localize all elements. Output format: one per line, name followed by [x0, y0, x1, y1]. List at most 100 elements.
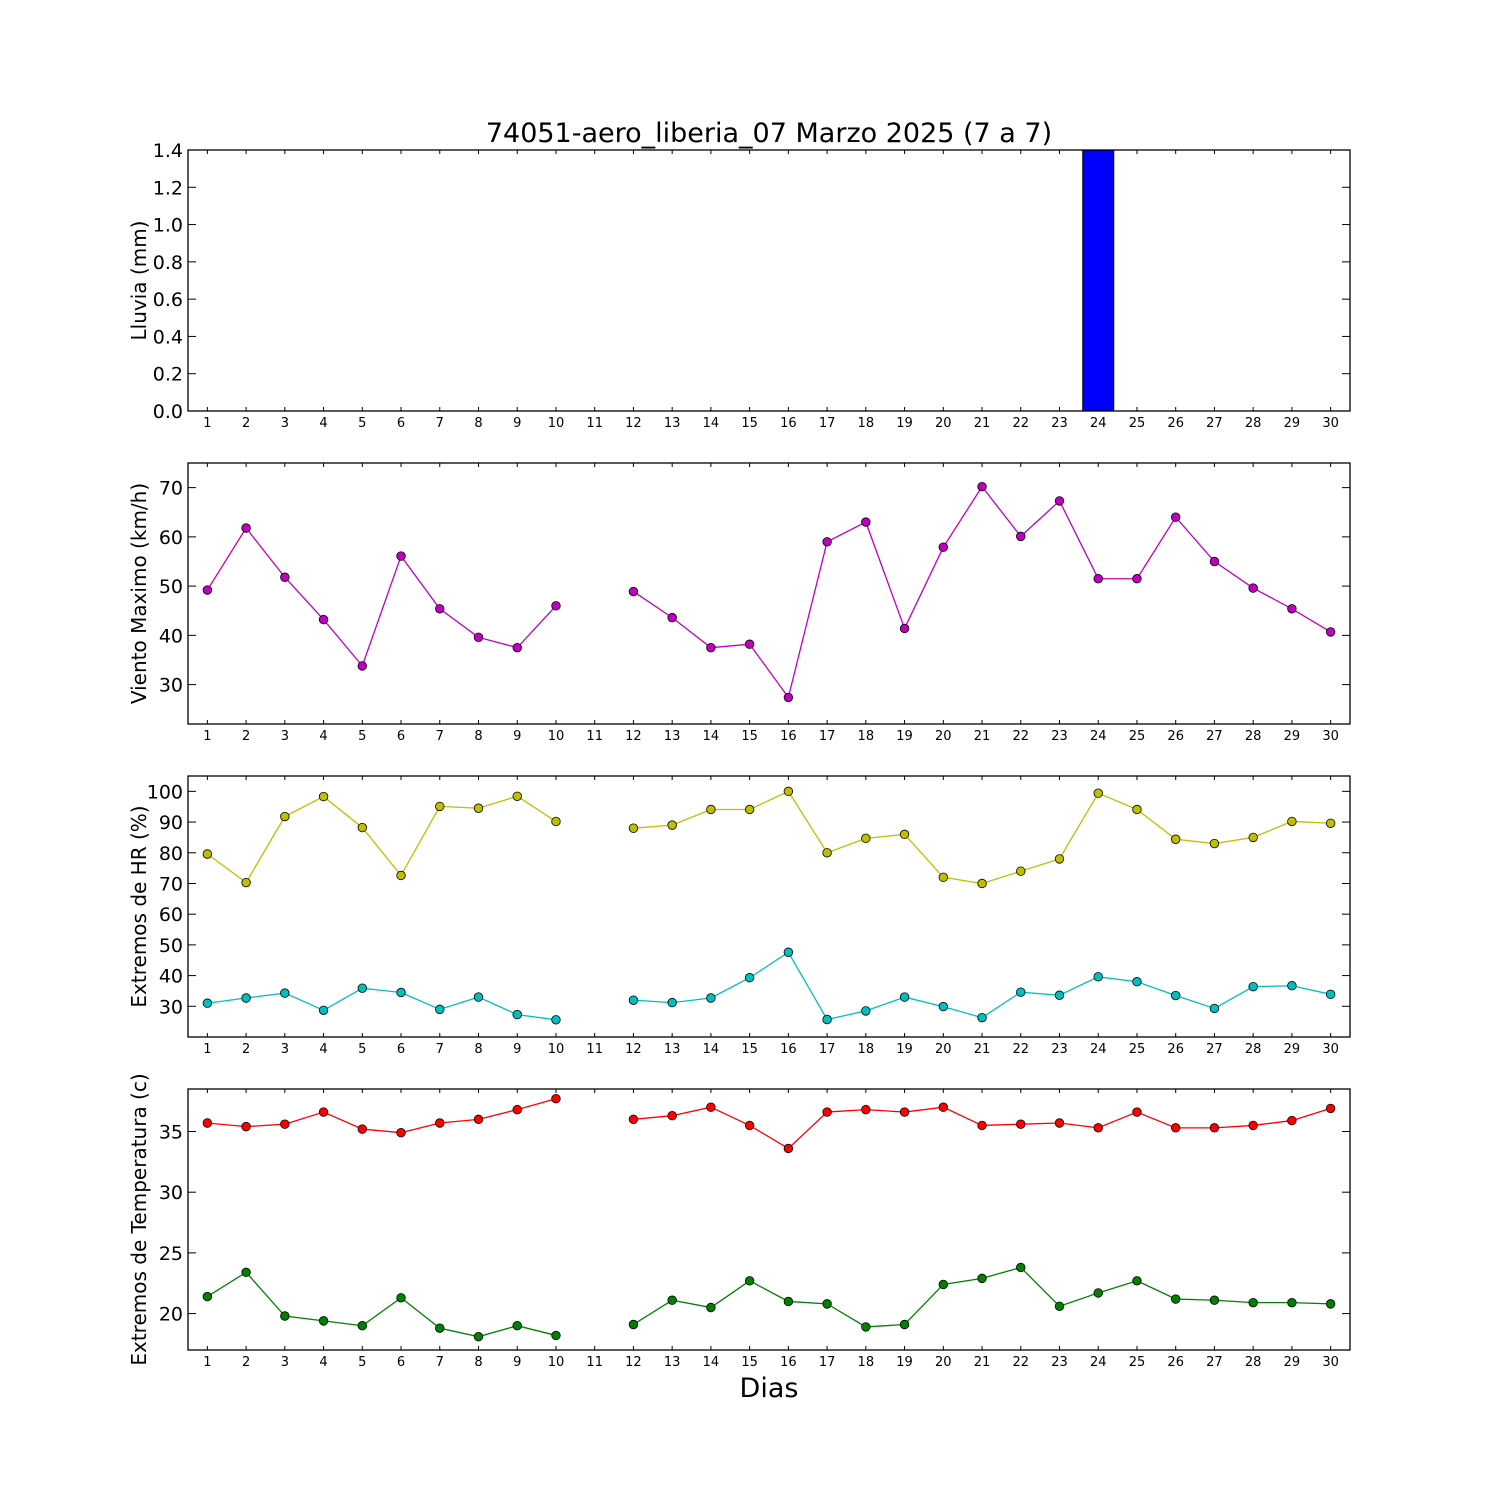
data-point	[899, 829, 910, 840]
x-tick-label: 5	[358, 1042, 366, 1057]
data-point	[706, 804, 716, 815]
series-line	[207, 987, 557, 1021]
x-tick-label: 30	[1322, 729, 1339, 744]
x-tick-label: 6	[397, 1042, 405, 1057]
x-tick-label: 26	[1167, 729, 1184, 744]
data-point	[1132, 977, 1142, 987]
data-point	[1248, 981, 1258, 992]
data-point	[628, 823, 639, 833]
data-point	[938, 542, 949, 552]
x-tick-label: 6	[397, 1355, 405, 1370]
y-tick-label: 25	[159, 1243, 183, 1265]
data-point	[706, 993, 716, 1003]
x-tick-label: 9	[513, 1042, 521, 1057]
x-tick-label: 17	[819, 729, 836, 744]
x-tick-label: 26	[1167, 1355, 1184, 1370]
series-line	[206, 795, 557, 884]
series-1	[202, 1094, 1336, 1154]
axes-frame	[187, 1088, 1351, 1351]
figure-title: 74051-aero_liberia_07 Marzo 2025 (7 a 7)	[486, 118, 1052, 149]
x-tick-label: 2	[242, 1355, 250, 1370]
x-tick-label: 14	[703, 1042, 720, 1057]
data-point	[202, 585, 213, 595]
data-point	[977, 878, 987, 889]
data-point	[861, 1322, 871, 1332]
data-point	[396, 551, 406, 561]
data-point	[357, 983, 368, 993]
data-point	[861, 517, 871, 527]
data-point	[1170, 990, 1181, 1001]
data-point	[241, 1267, 251, 1278]
x-tick-label: 10	[548, 729, 565, 744]
x-tick-label: 18	[858, 1042, 875, 1057]
data-point	[1016, 1262, 1026, 1273]
data-point	[473, 803, 484, 813]
x-tick-label: 7	[436, 1042, 444, 1057]
series-2	[202, 947, 1336, 1025]
x-tick-label: 30	[1322, 1355, 1339, 1370]
plot-area	[202, 786, 1336, 1025]
series-1	[202, 481, 1336, 703]
x-tick-label: 28	[1245, 416, 1262, 431]
data-point	[744, 639, 755, 649]
data-point	[783, 947, 794, 957]
x-tick-label: 26	[1167, 1042, 1184, 1057]
data-point	[512, 642, 522, 653]
x-tick-label: 13	[664, 1042, 681, 1057]
data-point	[1093, 972, 1103, 982]
data-point	[357, 1321, 368, 1331]
data-point	[1016, 987, 1026, 997]
data-point	[744, 804, 755, 815]
axes-frame	[187, 149, 1351, 412]
x-tick-label: 19	[896, 1042, 913, 1057]
x-tick-label: 5	[358, 729, 366, 744]
x-tick-label: 28	[1245, 1355, 1262, 1370]
y-tick-label: 40	[159, 966, 183, 988]
x-tick-label: 18	[858, 1355, 875, 1370]
data-point	[357, 661, 368, 671]
x-tick-label: 18	[858, 729, 875, 744]
data-point	[241, 877, 251, 888]
data-point	[822, 537, 832, 547]
data-point	[822, 1107, 832, 1117]
data-point	[551, 601, 561, 611]
data-point	[1325, 627, 1336, 637]
x-tick-label: 14	[703, 729, 720, 744]
x-tick-label: 1	[203, 1042, 211, 1057]
x-tick-label: 27	[1206, 1042, 1223, 1057]
data-point	[1170, 834, 1181, 844]
data-point	[435, 1118, 445, 1128]
data-point	[977, 1012, 987, 1023]
data-point	[822, 848, 832, 858]
data-point	[280, 1119, 290, 1129]
data-point	[202, 1118, 213, 1128]
x-tick-label: 16	[780, 1042, 797, 1057]
data-point	[1016, 531, 1026, 542]
data-point	[241, 1121, 251, 1132]
x-tick-label: 12	[625, 1042, 642, 1057]
y-tick-label: 50	[159, 935, 183, 957]
x-tick-label: 19	[896, 416, 913, 431]
data-point	[899, 623, 910, 634]
x-tick-label: 21	[974, 1355, 991, 1370]
data-point	[435, 1004, 445, 1015]
x-tick-label: 24	[1090, 729, 1107, 744]
data-point	[318, 614, 329, 625]
x-tick-label: 10	[548, 1355, 565, 1370]
data-point	[1132, 1107, 1142, 1117]
data-point	[1170, 512, 1181, 522]
data-point	[628, 1114, 639, 1125]
data-point	[435, 801, 445, 812]
data-point	[706, 1102, 716, 1112]
data-point	[396, 1293, 406, 1303]
x-tick-label: 13	[664, 729, 681, 744]
x-tick-label: 29	[1284, 1042, 1301, 1057]
y-tick-label: 50	[159, 576, 183, 598]
series-line	[207, 1271, 557, 1338]
data-point	[1325, 1299, 1336, 1309]
x-tick-label: 5	[358, 416, 366, 431]
data-point	[667, 1111, 677, 1121]
x-tick-label: 29	[1284, 1355, 1301, 1370]
